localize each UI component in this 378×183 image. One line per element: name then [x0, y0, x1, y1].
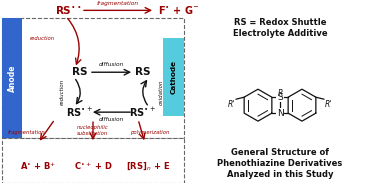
Text: Electrolyte Additive: Electrolyte Additive — [233, 29, 327, 38]
Text: Anode: Anode — [8, 64, 17, 92]
Text: diffusion: diffusion — [99, 117, 124, 122]
Bar — [2, 18, 184, 138]
Bar — [2, 18, 22, 138]
Text: R': R' — [325, 100, 332, 109]
Text: reduction: reduction — [59, 79, 65, 105]
Bar — [2, 138, 184, 183]
Text: RS$^{\bullet+}$: RS$^{\bullet+}$ — [129, 106, 156, 119]
Bar — [163, 38, 184, 116]
Text: R: R — [277, 89, 283, 98]
Text: General Structure of: General Structure of — [231, 147, 329, 157]
Text: RS: RS — [135, 67, 151, 77]
Text: Cathode: Cathode — [170, 60, 177, 94]
Text: fragmentation: fragmentation — [97, 1, 139, 6]
Text: N: N — [277, 109, 284, 118]
Text: polymerization: polymerization — [130, 130, 170, 135]
Text: Phenothiazine Derivatives: Phenothiazine Derivatives — [217, 158, 342, 168]
Text: nucleophilic
substitution: nucleophilic substitution — [77, 125, 109, 136]
Text: Analyzed in this Study: Analyzed in this Study — [227, 169, 333, 179]
Text: diffusion: diffusion — [99, 62, 124, 67]
Text: [RS]$_n$ + E: [RS]$_n$ + E — [126, 160, 170, 172]
Text: S: S — [277, 93, 283, 102]
Text: RS$^{\bullet+}$: RS$^{\bullet+}$ — [67, 106, 93, 119]
Text: fragmentation: fragmentation — [8, 130, 46, 135]
Text: F$^{\bullet}$ + G$^{-}$: F$^{\bullet}$ + G$^{-}$ — [158, 4, 199, 16]
Text: A$^{\bullet}$ + B$^{+}$: A$^{\bullet}$ + B$^{+}$ — [20, 160, 56, 172]
Text: RS = Redox Shuttle: RS = Redox Shuttle — [234, 18, 326, 27]
Text: RS$^{\bullet\bullet}$: RS$^{\bullet\bullet}$ — [54, 4, 81, 16]
Text: C$^{\bullet+}$ + D: C$^{\bullet+}$ + D — [74, 160, 112, 172]
Text: oxidation: oxidation — [158, 79, 164, 105]
Text: RS: RS — [72, 67, 88, 77]
Text: reduction: reduction — [29, 36, 54, 41]
Text: R': R' — [228, 100, 235, 109]
